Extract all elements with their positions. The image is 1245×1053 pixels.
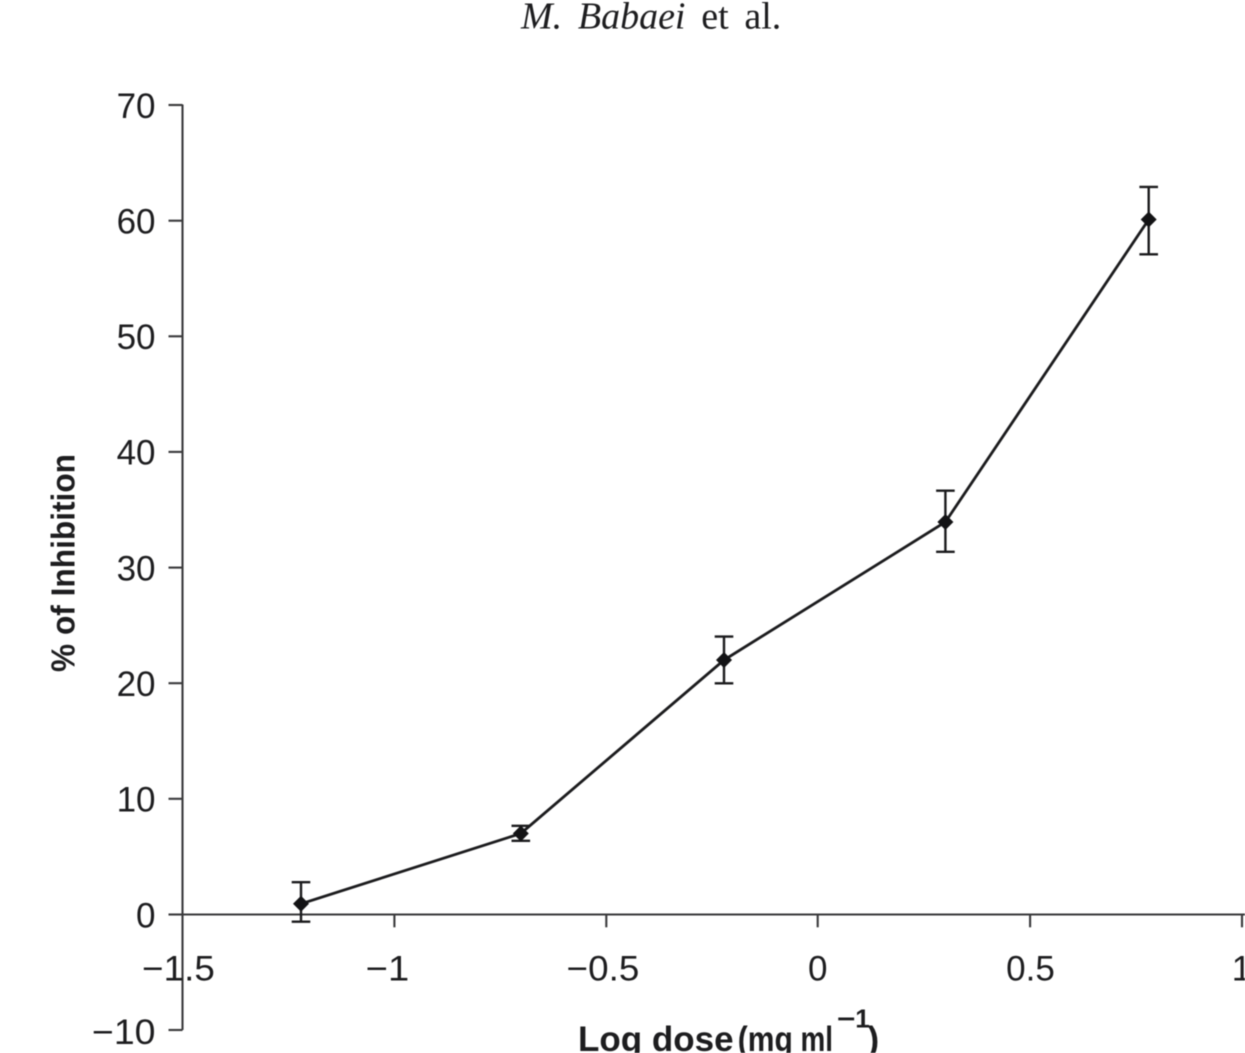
svg-text:1: 1 (855, 1004, 869, 1034)
svg-text:M. Babaei et al.: M. Babaei et al. (520, 0, 781, 38)
svg-text:−1: −1 (366, 949, 410, 988)
svg-text:−0.5: −0.5 (567, 949, 640, 988)
svg-text:50: 50 (117, 318, 156, 357)
svg-text:1: 1 (1232, 949, 1245, 988)
svg-text:60: 60 (117, 203, 156, 242)
svg-text:30: 30 (117, 549, 156, 588)
svg-text:−: − (837, 1004, 856, 1034)
svg-text:20: 20 (117, 665, 156, 704)
svg-text:0: 0 (136, 896, 155, 935)
svg-text:0: 0 (808, 949, 827, 988)
svg-text:10: 10 (117, 781, 156, 820)
svg-text:Log dose: Log dose (578, 1020, 734, 1053)
svg-text:−1.5: −1.5 (142, 949, 215, 988)
svg-text:ml: ml (801, 1020, 834, 1053)
svg-text:−10: −10 (92, 1013, 156, 1052)
svg-text:40: 40 (117, 434, 156, 473)
svg-text:% of Inhibition: % of Inhibition (45, 454, 82, 672)
svg-text:): ) (868, 1020, 880, 1053)
svg-text:(mg: (mg (738, 1020, 793, 1053)
svg-text:70: 70 (117, 87, 156, 126)
svg-text:0.5: 0.5 (1006, 949, 1055, 988)
